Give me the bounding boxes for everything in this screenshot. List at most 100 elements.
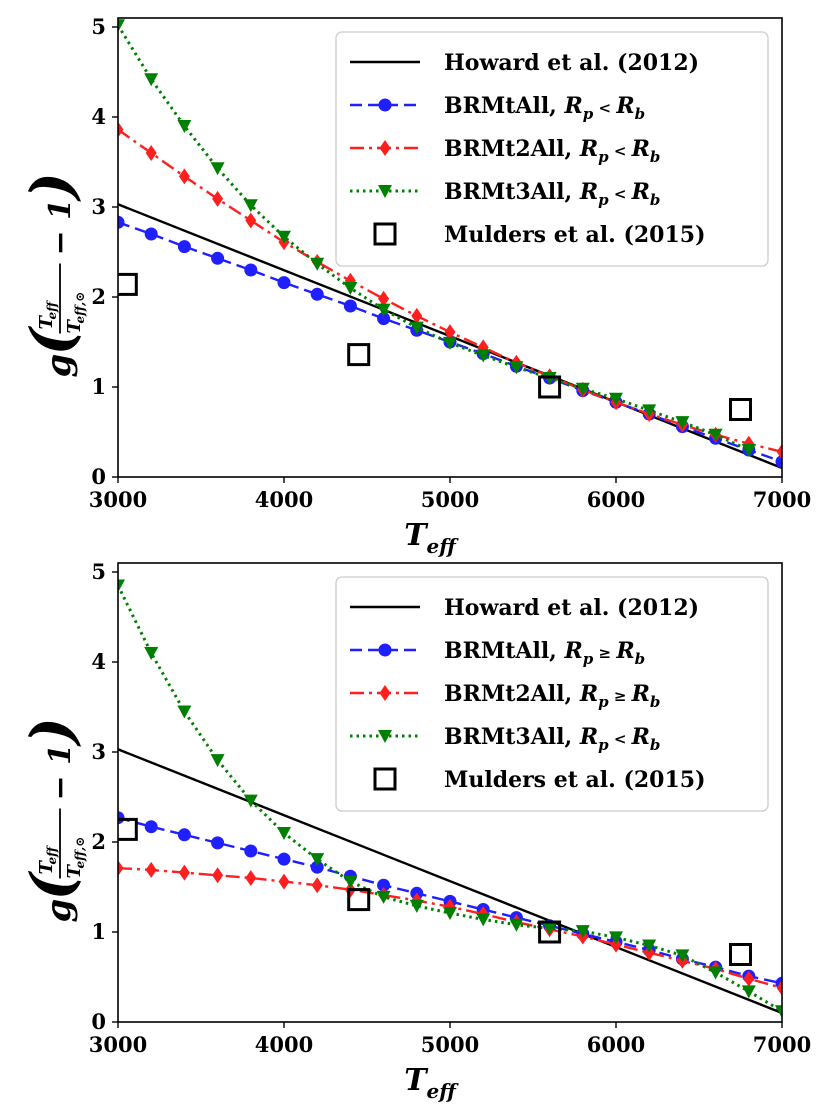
chart-panel-1: 3000 4000 5000 6000 7000012345Teffg(TeffTeff… — [18, 14, 811, 558]
data-point-3 — [212, 190, 224, 207]
y-tick-label: 2 — [91, 284, 106, 309]
x-tick-label: 5000 — [421, 487, 479, 512]
data-point-1 — [144, 227, 158, 241]
y-tick-label: 4 — [91, 104, 106, 129]
data-point-2 — [538, 920, 562, 944]
data-point-7 — [343, 299, 357, 313]
data-point-13 — [542, 922, 557, 936]
series-line — [118, 748, 782, 1015]
svg-text:eff,⊙: eff,⊙ — [73, 292, 87, 324]
data-point-5 — [277, 852, 291, 866]
x-tick-label: 4000 — [255, 487, 313, 512]
data-point-15 — [610, 936, 622, 953]
data-point-15 — [609, 392, 623, 406]
data-point-legend-4 — [373, 222, 397, 246]
data-point-10 — [443, 907, 457, 921]
data-point-2 — [177, 705, 192, 719]
data-point-6 — [310, 257, 325, 271]
svg-text:T: T — [36, 860, 57, 875]
data-point-1 — [144, 820, 158, 834]
svg-text:g: g — [39, 354, 79, 378]
series-5 — [118, 272, 752, 421]
svg-text:eff: eff — [45, 845, 59, 865]
series-1 — [118, 748, 782, 1015]
legend-label-0: Howard et al. (2012) — [444, 595, 699, 621]
data-point-12 — [509, 918, 524, 932]
data-point-1 — [347, 888, 371, 912]
y-tick-label: 3 — [91, 194, 106, 219]
legend-label-4: Mulders et al. (2015) — [444, 222, 706, 248]
series-4 — [118, 19, 756, 457]
y-tick-label: 5 — [91, 14, 106, 39]
data-point-4 — [244, 263, 258, 277]
data-point-3 — [211, 836, 225, 850]
data-point-legend-4 — [373, 767, 397, 791]
data-point-2 — [538, 375, 562, 399]
data-point-19 — [741, 444, 756, 457]
data-point-8 — [376, 890, 391, 904]
data-point-4 — [245, 212, 257, 229]
data-point-1 — [144, 73, 159, 87]
series-line — [118, 24, 750, 452]
data-point-0 — [118, 860, 124, 877]
x-tick-label: 7000 — [753, 1032, 811, 1057]
data-point-16 — [642, 404, 657, 418]
legend-label-3: BRMt3All, Rp < Rb — [444, 724, 660, 754]
legend-label-3: BRMt3All, Rp < Rb — [444, 179, 660, 209]
data-point-3 — [210, 754, 225, 768]
data-point-0 — [118, 215, 125, 229]
data-point-4 — [245, 870, 257, 886]
data-point-5 — [277, 276, 291, 290]
y-tick-label: 2 — [91, 829, 106, 854]
legend-box — [335, 576, 769, 812]
y-tick-label: 1 — [91, 374, 106, 399]
data-point-3 — [729, 943, 752, 966]
legend-label-0: Howard et al. (2012) — [444, 50, 699, 76]
data-point-16 — [642, 939, 657, 953]
data-point-8 — [378, 290, 390, 307]
data-point-3 — [211, 251, 225, 265]
data-point-0 — [118, 811, 125, 825]
data-point-19 — [741, 985, 756, 999]
y-tick-label: 0 — [91, 464, 106, 489]
svg-text:T: T — [64, 864, 85, 879]
svg-text:): ) — [18, 717, 86, 747]
data-point-3 — [210, 162, 225, 176]
data-point-7 — [343, 875, 358, 889]
x-tick-label: 5000 — [421, 1032, 479, 1057]
data-point-6 — [310, 287, 324, 301]
x-axis-label: Teff — [404, 1063, 459, 1103]
data-point-20 — [776, 979, 782, 996]
data-point-16 — [643, 944, 655, 961]
data-point-4 — [243, 794, 258, 808]
data-point-2 — [177, 828, 191, 842]
data-point-5 — [277, 827, 291, 840]
data-point-0 — [118, 579, 125, 593]
y-tick-label: 0 — [91, 1009, 106, 1034]
data-point-18 — [708, 428, 723, 442]
data-point-5 — [277, 230, 291, 244]
data-point-legend-3 — [378, 185, 392, 198]
data-point-2 — [177, 120, 192, 133]
svg-text:− 1: − 1 — [43, 744, 78, 800]
data-point-legend-1 — [378, 643, 392, 657]
data-point-9 — [409, 321, 424, 335]
data-point-0 — [118, 817, 138, 841]
data-point-1 — [347, 343, 371, 367]
svg-text:(: ( — [18, 326, 86, 356]
data-point-legend-1 — [378, 98, 392, 112]
y-tick-label: 1 — [91, 919, 106, 944]
data-point-0 — [118, 121, 124, 138]
data-point-legend-2 — [379, 140, 391, 156]
data-point-17 — [675, 949, 690, 963]
x-tick-label: 3000 — [89, 487, 147, 512]
y-tick-label: 3 — [91, 739, 106, 764]
legend-box — [335, 31, 769, 267]
series-line — [118, 866, 782, 989]
x-tick-label: 3000 — [89, 1032, 147, 1057]
legend-label-1: BRMtAll, Rp ≥ Rb — [444, 638, 645, 668]
data-point-legend-2 — [379, 685, 391, 701]
x-axis-label: Teff — [404, 518, 459, 558]
series-5 — [118, 817, 752, 966]
